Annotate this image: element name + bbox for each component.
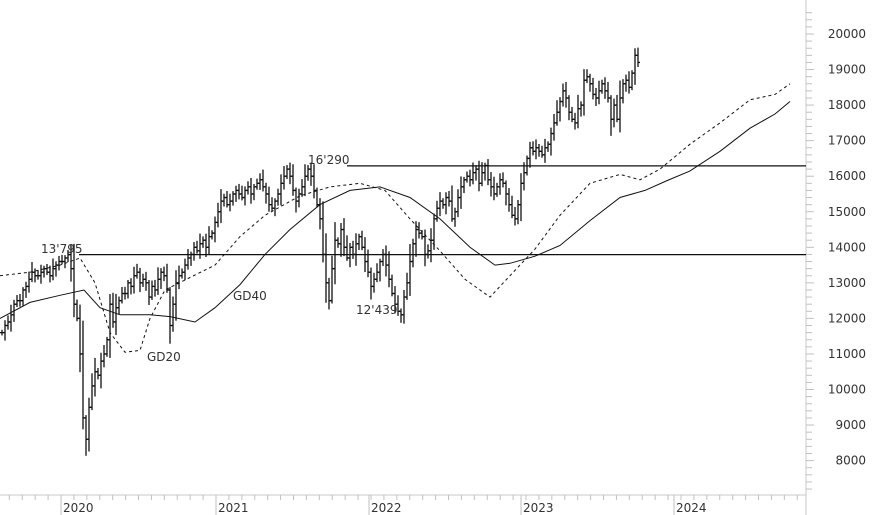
y-tick-label: 10000 <box>828 383 866 397</box>
annotation-label: 12'439 <box>356 303 397 317</box>
y-tick-label: 19000 <box>828 63 866 77</box>
ohlc-bars <box>0 47 640 456</box>
y-tick-label: 18000 <box>828 98 866 112</box>
annotation-label: 13'795 <box>41 242 82 256</box>
x-tick-label: 2023 <box>523 501 554 515</box>
annotation-label: 16'290 <box>308 153 349 167</box>
y-tick-label: 20000 <box>828 27 866 41</box>
x-tick-label: 2021 <box>218 501 249 515</box>
y-tick-label: 8000 <box>835 454 866 468</box>
moving-average-lines <box>0 83 791 353</box>
y-tick-label: 11000 <box>828 347 866 361</box>
y-tick-label: 9000 <box>835 418 866 432</box>
y-tick-label: 12000 <box>828 311 866 325</box>
x-tick-label: 2022 <box>371 501 402 515</box>
gd20-line <box>0 83 791 353</box>
y-tick-label: 14000 <box>828 240 866 254</box>
y-tick-label: 16000 <box>828 169 866 183</box>
gd40-line <box>0 101 791 323</box>
x-tick-label: 2020 <box>63 501 94 515</box>
x-tick-label: 2024 <box>676 501 707 515</box>
y-tick-label: 17000 <box>828 134 866 148</box>
annotation-label: GD40 <box>233 289 267 303</box>
y-tick-label: 13000 <box>828 276 866 290</box>
horizontal-reference-lines <box>79 165 806 256</box>
annotation-label: GD20 <box>147 350 181 364</box>
y-tick-label: 15000 <box>828 205 866 219</box>
annotations: 13'795 16'290 12'439 GD20 GD40 <box>41 153 397 364</box>
